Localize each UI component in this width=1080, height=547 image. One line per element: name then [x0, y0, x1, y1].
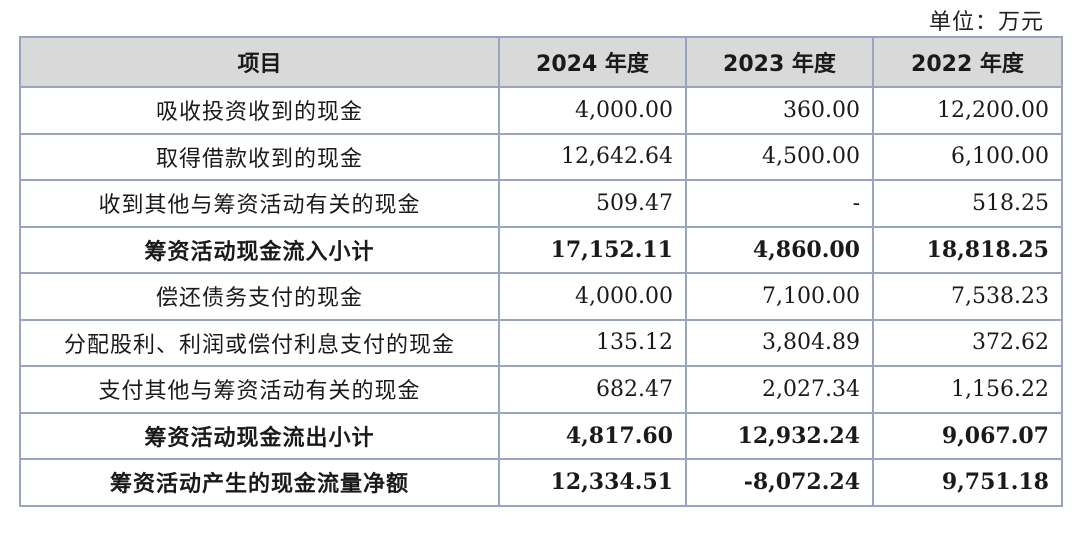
row-item-label: 筹资活动现金流入小计	[19, 225, 500, 274]
row-value-2022: 9,751.18	[872, 458, 1063, 507]
row-value-2023: 2,027.34	[685, 365, 874, 414]
subtotal-row: 筹资活动现金流出小计 4,817.60 12,932.24 9,067.07	[19, 411, 1063, 460]
row-item-label: 收到其他与筹资活动有关的现金	[19, 179, 500, 228]
row-item-label: 取得借款收到的现金	[19, 132, 500, 181]
row-value-2023: -	[685, 179, 874, 228]
row-value-2022: 9,067.07	[872, 411, 1063, 460]
row-value-2023: 4,500.00	[685, 132, 874, 181]
row-value-2023: 360.00	[685, 86, 874, 135]
row-value-2023: 12,932.24	[685, 411, 874, 460]
row-value-2023: 7,100.00	[685, 272, 874, 321]
table-row: 分配股利、利润或偿付利息支付的现金 135.12 3,804.89 372.62	[19, 318, 1063, 367]
row-value-2022: 18,818.25	[872, 225, 1063, 274]
row-value-2023: 3,804.89	[685, 318, 874, 367]
unit-label: 单位：万元	[928, 10, 1044, 35]
row-value-2024: 509.47	[498, 179, 687, 228]
row-value-2022: 6,100.00	[872, 132, 1063, 181]
row-value-2022: 1,156.22	[872, 365, 1063, 414]
row-item-label: 筹资活动现金流出小计	[19, 411, 500, 460]
row-value-2024: 4,817.60	[498, 411, 687, 460]
row-value-2023: 4,860.00	[685, 225, 874, 274]
table-row: 支付其他与筹资活动有关的现金 682.47 2,027.34 1,156.22	[19, 365, 1063, 414]
row-value-2024: 682.47	[498, 365, 687, 414]
row-value-2024: 135.12	[498, 318, 687, 367]
row-value-2024: 4,000.00	[498, 86, 687, 135]
row-value-2022: 518.25	[872, 179, 1063, 228]
subtotal-row: 筹资活动现金流入小计 17,152.11 4,860.00 18,818.25	[19, 225, 1063, 274]
row-value-2023: -8,072.24	[685, 458, 874, 507]
row-value-2024: 4,000.00	[498, 272, 687, 321]
table-row: 收到其他与筹资活动有关的现金 509.47 - 518.25	[19, 179, 1063, 228]
row-item-label: 筹资活动产生的现金流量净额	[19, 458, 500, 507]
header-2022: 2022 年度	[872, 36, 1063, 88]
table-row: 取得借款收到的现金 12,642.64 4,500.00 6,100.00	[19, 132, 1063, 181]
row-value-2022: 12,200.00	[872, 86, 1063, 135]
row-value-2022: 7,538.23	[872, 272, 1063, 321]
row-value-2024: 12,334.51	[498, 458, 687, 507]
header-2023: 2023 年度	[685, 36, 874, 88]
header-2024: 2024 年度	[498, 36, 687, 88]
table-header-row: 项目 2024 年度 2023 年度 2022 年度	[19, 36, 1063, 88]
row-value-2024: 12,642.64	[498, 132, 687, 181]
row-item-label: 支付其他与筹资活动有关的现金	[19, 365, 500, 414]
table-row: 吸收投资收到的现金 4,000.00 360.00 12,200.00	[19, 86, 1063, 135]
row-item-label: 吸收投资收到的现金	[19, 86, 500, 135]
row-item-label: 偿还债务支付的现金	[19, 272, 500, 321]
financing-cash-flow-table: 项目 2024 年度 2023 年度 2022 年度 吸收投资收到的现金 4,0…	[19, 36, 1063, 507]
row-item-label: 分配股利、利润或偿付利息支付的现金	[19, 318, 500, 367]
row-value-2024: 17,152.11	[498, 225, 687, 274]
net-total-row: 筹资活动产生的现金流量净额 12,334.51 -8,072.24 9,751.…	[19, 458, 1063, 507]
row-value-2022: 372.62	[872, 318, 1063, 367]
table-row: 偿还债务支付的现金 4,000.00 7,100.00 7,538.23	[19, 272, 1063, 321]
header-item: 项目	[19, 36, 500, 88]
